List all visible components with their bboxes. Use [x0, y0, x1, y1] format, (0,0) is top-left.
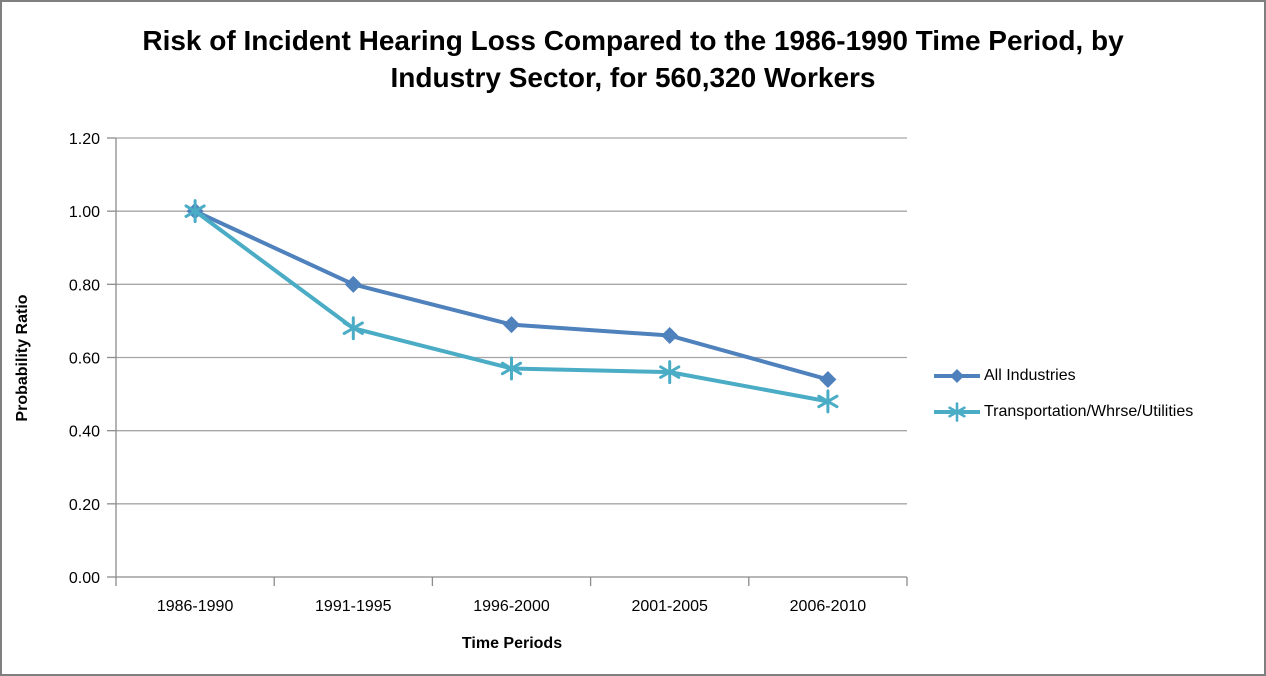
- legend-item: All Industries: [933, 363, 1193, 389]
- x-tick-label: 2006-2010: [790, 598, 867, 615]
- asterisk-marker-icon: [948, 402, 966, 422]
- y-tick-label: 0.20: [69, 497, 100, 514]
- diamond-marker-icon: [661, 327, 679, 345]
- y-tick-label: 0.60: [69, 351, 100, 368]
- legend-item: Transportation/Whrse/Utilities: [933, 399, 1193, 425]
- legend: All Industries Transportation/Whrse/Utili…: [933, 363, 1193, 425]
- asterisk-marker-icon: [934, 402, 980, 422]
- series-line: [193, 209, 830, 382]
- x-tick-label: 1991-1995: [315, 598, 392, 615]
- diamond-marker-icon: [950, 369, 964, 383]
- y-tick-label: 1.00: [69, 204, 100, 221]
- y-tick-label: 0.40: [69, 424, 100, 441]
- x-tick-label: 1986-1990: [157, 598, 234, 615]
- diamond-marker-icon: [503, 316, 520, 334]
- diamond-marker-icon: [344, 275, 362, 293]
- x-axis-title: Time Periods: [461, 635, 563, 652]
- y-axis-title: Probability Ratio: [14, 294, 31, 422]
- legend-label: All Industries: [984, 367, 1076, 384]
- asterisk-marker-icon: [184, 199, 206, 224]
- y-tick-label: 0.80: [69, 277, 100, 294]
- diamond-marker-icon: [819, 370, 837, 388]
- y-tick-label: 1.20: [69, 131, 100, 148]
- chart-title: Risk of Incident Hearing Loss Compared t…: [142, 25, 1124, 93]
- y-tick-label: 0.00: [69, 570, 100, 587]
- x-tick-label: 1996-2000: [473, 598, 550, 615]
- legend-label: Transportation/Whrse/Utilities: [984, 403, 1194, 420]
- x-tick-label: 2001-2005: [631, 598, 708, 615]
- asterisk-marker-icon: [659, 360, 681, 385]
- asterisk-marker-icon: [500, 356, 523, 381]
- asterisk-marker-icon: [342, 316, 364, 341]
- diamond-marker-icon: [934, 369, 980, 383]
- asterisk-marker-icon: [817, 389, 839, 414]
